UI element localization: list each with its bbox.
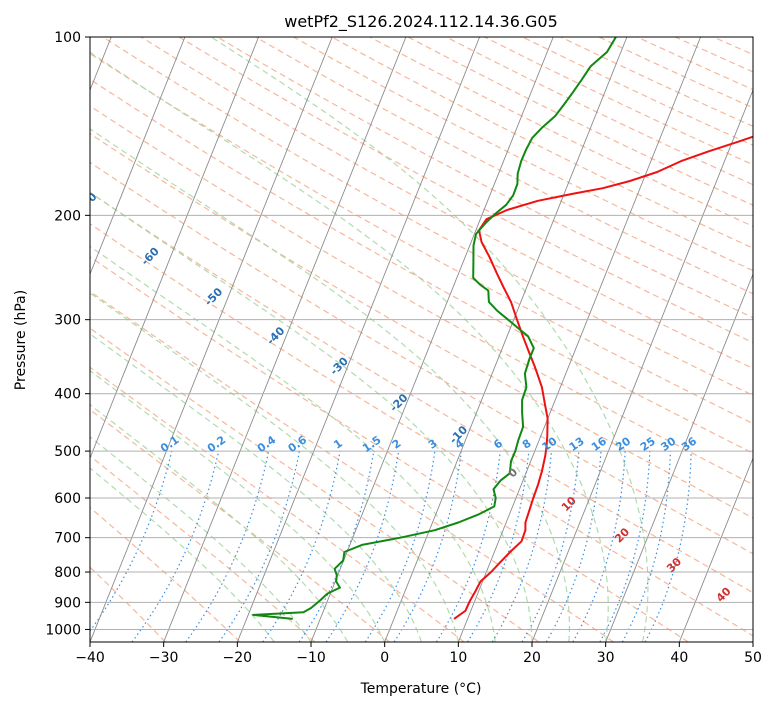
isotherms <box>0 37 775 642</box>
y-tick-label: 700 <box>54 531 81 547</box>
mixing-ratio-line <box>436 451 500 642</box>
dry-adiabat-line <box>0 37 763 642</box>
y-tick-label: 800 <box>54 565 81 581</box>
isotherm-label: -10 <box>447 423 470 446</box>
y-tick-label: 200 <box>54 208 81 224</box>
data-series <box>253 37 775 619</box>
isotherm-label: -50 <box>202 285 225 308</box>
moist-adiabat-line <box>0 37 458 642</box>
y-tick-label: 1000 <box>45 622 81 638</box>
isotherm-line <box>16 37 258 642</box>
x-tick-label: 30 <box>597 650 615 666</box>
dry-adiabat-line <box>752 37 775 642</box>
dry-adiabat-line <box>256 37 775 642</box>
mixing-ratio-line <box>546 451 601 642</box>
mixing-ratio-line <box>82 451 172 642</box>
mixing-ratio-label: 2 <box>390 437 404 452</box>
x-tick-label: −30 <box>149 650 179 666</box>
dry-adiabat-line <box>217 37 775 642</box>
y-tick-label: 900 <box>54 595 81 611</box>
dry-adiabat-line <box>103 37 775 642</box>
dry-adiabat-line <box>0 37 775 642</box>
isotherm-line <box>532 37 774 642</box>
dewpoint-profile-line <box>253 37 616 619</box>
x-tick-label: −10 <box>296 650 326 666</box>
dry-adiabat-line <box>408 37 775 642</box>
isotherm-line <box>458 37 700 642</box>
mixing-ratio-line <box>186 451 269 642</box>
dry-adiabat-line <box>713 37 775 642</box>
mixing-ratio-label: 0.2 <box>205 433 228 455</box>
mixing-ratio-label: 8 <box>520 437 534 452</box>
y-tick-label: 600 <box>54 491 81 507</box>
isotherm-line <box>606 37 775 642</box>
dry-adiabat-line <box>0 37 389 642</box>
isotherm-label: 10 <box>559 494 579 514</box>
y-tick-label: 100 <box>54 30 81 46</box>
dry-adiabat-line <box>0 37 464 642</box>
mixing-ratio-line <box>645 451 691 642</box>
mixing-ratio-line <box>326 451 399 642</box>
chart-title: wetPf2_S126.2024.112.14.36.G05 <box>284 12 558 32</box>
isotherm-label: -60 <box>139 245 162 268</box>
isotherm-label: -20 <box>387 391 410 414</box>
dry-adiabat-line <box>0 37 775 642</box>
mixing-ratio-label: 1 <box>331 437 345 452</box>
isotherm-label: -80 <box>9 154 32 177</box>
mixing-ratio-lines <box>82 451 691 642</box>
dry-adiabat-line <box>675 37 775 642</box>
x-tick-label: −20 <box>223 650 253 666</box>
x-tick-label: 50 <box>744 650 762 666</box>
moist-adiabats <box>0 37 648 642</box>
y-tick-label: 300 <box>54 313 81 329</box>
moist-adiabat-line <box>0 37 385 642</box>
mixing-ratio-label: 0.4 <box>255 433 279 455</box>
pressure-gridlines <box>90 37 753 629</box>
x-tick-label: 10 <box>449 650 467 666</box>
mixing-ratio-label: 3 <box>426 437 440 452</box>
isotherm-label: -30 <box>328 354 351 377</box>
mixing-ratio-line <box>299 451 374 642</box>
y-tick-label: 400 <box>54 387 81 403</box>
dry-adiabat-line <box>27 37 775 642</box>
x-tick-label: 20 <box>523 650 541 666</box>
dry-adiabat-line <box>599 37 775 642</box>
x-axis-label: Temperature (°C) <box>360 681 482 697</box>
dry-adiabat-line <box>0 37 775 642</box>
isotherm-line <box>164 37 406 642</box>
x-axis: −40 −30 −20 −10 0 10 20 30 40 50 <box>75 642 762 666</box>
y-tick-label: 500 <box>54 444 81 460</box>
isotherm-label: -40 <box>264 324 287 347</box>
isotherm-label: 40 <box>714 584 734 604</box>
dry-adiabat-line <box>0 37 240 642</box>
y-axis-label: Pressure (hPa) <box>13 290 29 390</box>
mixing-ratio-line <box>600 451 650 642</box>
dry-adiabat-line <box>0 37 775 642</box>
x-tick-label: 40 <box>670 650 688 666</box>
dry-adiabat-line <box>637 37 775 642</box>
dry-adiabat-line <box>294 37 775 642</box>
isotherm-label: 0 <box>506 465 521 480</box>
isotherm-line <box>753 37 775 642</box>
dry-adiabats <box>0 37 775 642</box>
dry-adiabat-line <box>561 37 775 642</box>
x-tick-label: −40 <box>75 650 105 666</box>
mixing-ratio-line <box>468 451 529 642</box>
dry-adiabat-line <box>446 37 775 642</box>
plot-area: 0.10.20.40.611.52346810131620253036-100-… <box>0 37 775 642</box>
dry-adiabat-line <box>332 37 775 642</box>
isotherm-line <box>385 37 627 642</box>
x-tick-label: 0 <box>380 650 389 666</box>
y-axis: 100 200 300 400 500 600 700 800 900 1000 <box>45 30 90 638</box>
isotherm-line <box>90 37 332 642</box>
